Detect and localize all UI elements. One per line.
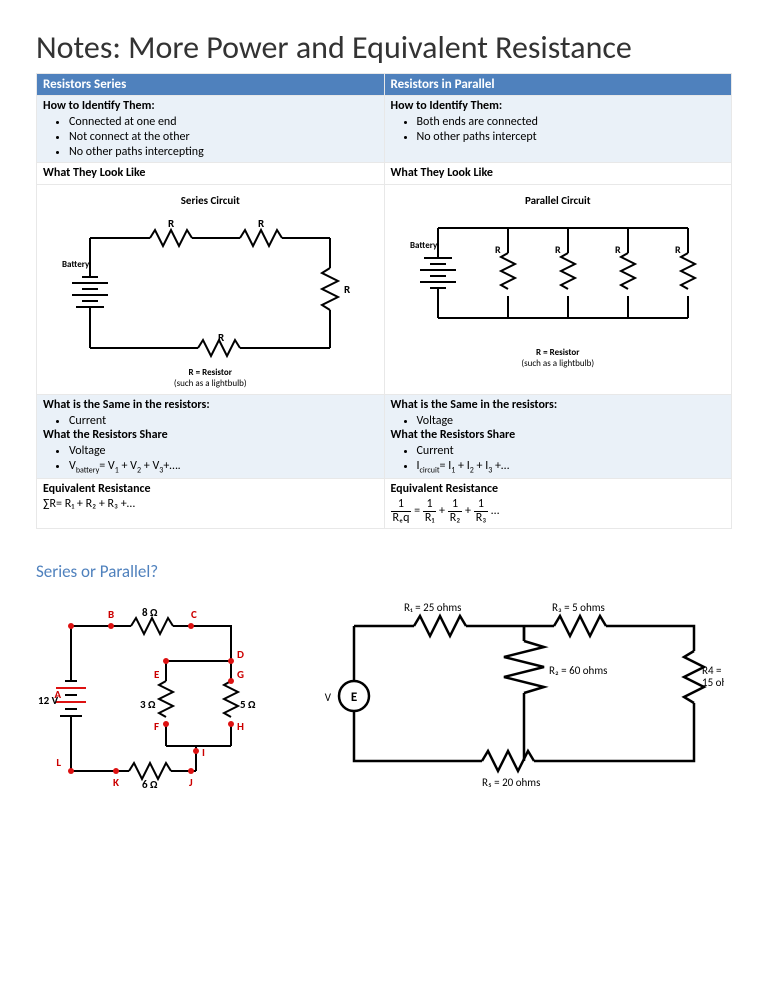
resistor-caption: R = Resistor (such as a lightbulb) <box>391 347 726 369</box>
same-share-parallel: What is the Same in the resistors: Volta… <box>384 395 732 479</box>
share-parallel-formula: Icircuit= I1 + I2 + I3 +… <box>417 458 726 475</box>
r-mid-l-label: 3 Ω <box>140 698 156 711</box>
r-top-label: 8 Ω <box>142 606 158 619</box>
volt-label: 12 V <box>38 694 59 707</box>
battery-label: Battery <box>62 259 90 270</box>
same-series-title: What is the Same in the resistors: <box>43 398 378 412</box>
node-l: L <box>56 756 61 769</box>
node-d: D <box>237 648 244 661</box>
node-i: I <box>202 746 205 759</box>
r-label: R <box>218 331 225 344</box>
eq-series-formula: ∑R= R₁ + R₂ + R₃ +… <box>43 497 378 511</box>
r-label: R <box>258 217 265 230</box>
node-b: B <box>108 608 114 621</box>
resistor-caption: R = Resistor (such as a lightbulb) <box>43 367 378 389</box>
node-e: E <box>154 668 159 681</box>
identify-parallel-title: How to Identify Them: <box>391 99 726 113</box>
identify-parallel-item: No other paths intercept <box>417 129 726 144</box>
circuit-2-icon: E 120 V R₁ = 25 ohms R₃ = 5 ohms R₂ = 60… <box>324 596 724 796</box>
node-k: K <box>113 776 119 789</box>
hdr-series: Resistors Series <box>37 74 385 96</box>
svg-text:R: R <box>675 243 681 256</box>
hdr-parallel: Resistors in Parallel <box>384 74 732 96</box>
parallel-diagram-title: Parallel Circuit <box>391 194 726 207</box>
circuit-1-icon: A B C D E G F H I J K L 12 V 8 Ω 3 Ω 5 Ω… <box>36 596 306 796</box>
share-series-title: What the Resistors Share <box>43 428 378 442</box>
look-parallel-hdr: What They Look Like <box>384 163 732 185</box>
eq-series-title: Equivalent Resistance <box>43 482 378 496</box>
identify-series-item: Not connect at the other <box>69 129 378 144</box>
caption-line: R = Resistor <box>189 367 232 378</box>
r2-label: R₂ = 60 ohms <box>549 664 607 677</box>
r1-label: R₁ = 25 ohms <box>404 601 461 614</box>
look-series-title: What They Look Like <box>43 166 378 180</box>
r-mid-r-label: 5 Ω <box>240 698 256 711</box>
identify-series-title: How to Identify Them: <box>43 99 378 113</box>
node-c: C <box>191 608 197 621</box>
bottom-circuits: A B C D E G F H I J K L 12 V 8 Ω 3 Ω 5 Ω… <box>36 596 732 800</box>
caption-line: R = Resistor <box>536 347 579 358</box>
comparison-table: Resistors Series Resistors in Parallel H… <box>36 73 732 529</box>
share-parallel-item: Current <box>417 443 726 458</box>
same-parallel-title: What is the Same in the resistors: <box>391 398 726 412</box>
r4-label: R4 =15 ohms <box>702 664 724 689</box>
same-share-series: What is the Same in the resistors: Curre… <box>37 395 385 479</box>
identify-series-item: Connected at one end <box>69 114 378 129</box>
node-h: H <box>237 720 244 733</box>
r-label: R <box>168 217 175 230</box>
node-f: F <box>154 720 159 733</box>
node-j: J <box>189 776 193 789</box>
section-header: Series or Parallel? <box>36 561 732 582</box>
caption-line: (such as a lightbulb) <box>174 378 247 389</box>
battery-label: Battery <box>410 240 438 251</box>
svg-text:R: R <box>495 243 501 256</box>
identify-parallel: How to Identify Them: Both ends are conn… <box>384 96 732 163</box>
series-circuit-icon: R R R R Battery <box>60 213 360 363</box>
share-parallel-title: What the Resistors Share <box>391 428 726 442</box>
look-parallel-title: What They Look Like <box>391 166 726 180</box>
eq-parallel: Equivalent Resistance 1Rₑq = 1R₁ + 1R₂ +… <box>384 479 732 528</box>
identify-series: How to Identify Them: Connected at one e… <box>37 96 385 163</box>
eq-series: Equivalent Resistance ∑R= R₁ + R₂ + R₃ +… <box>37 479 385 528</box>
r3-label: R₃ = 5 ohms <box>552 601 605 614</box>
svg-text:R: R <box>615 243 621 256</box>
series-diagram-title: Series Circuit <box>43 194 378 207</box>
eq-parallel-formula: 1Rₑq = 1R₁ + 1R₂ + 1R₃ … <box>391 498 726 524</box>
source-e: E <box>351 690 357 705</box>
share-series-item: Voltage <box>69 443 378 458</box>
series-diagram-cell: Series Circuit <box>37 185 385 395</box>
node-g: G <box>237 668 244 681</box>
r5-label: R₅ = 20 ohms <box>482 776 540 789</box>
svg-text:R: R <box>555 243 561 256</box>
parallel-circuit-icon: R R R R Battery <box>408 213 708 343</box>
v-label: 120 V <box>324 691 332 704</box>
look-series-hdr: What They Look Like <box>37 163 385 185</box>
same-series-item: Current <box>69 413 378 428</box>
same-parallel-item: Voltage <box>417 413 726 428</box>
eq-parallel-title: Equivalent Resistance <box>391 482 726 496</box>
identify-series-item: No other paths intercepting <box>69 144 378 159</box>
caption-line: (such as a lightbulb) <box>521 358 594 369</box>
r-label: R <box>344 283 351 296</box>
identify-parallel-item: Both ends are connected <box>417 114 726 129</box>
r-bot-label: 6 Ω <box>142 778 158 791</box>
share-series-formula: Vbattery= V1 + V2 + V3+…. <box>69 458 378 475</box>
page-title: Notes: More Power and Equivalent Resista… <box>36 28 732 67</box>
parallel-diagram-cell: Parallel Circuit <box>384 185 732 395</box>
